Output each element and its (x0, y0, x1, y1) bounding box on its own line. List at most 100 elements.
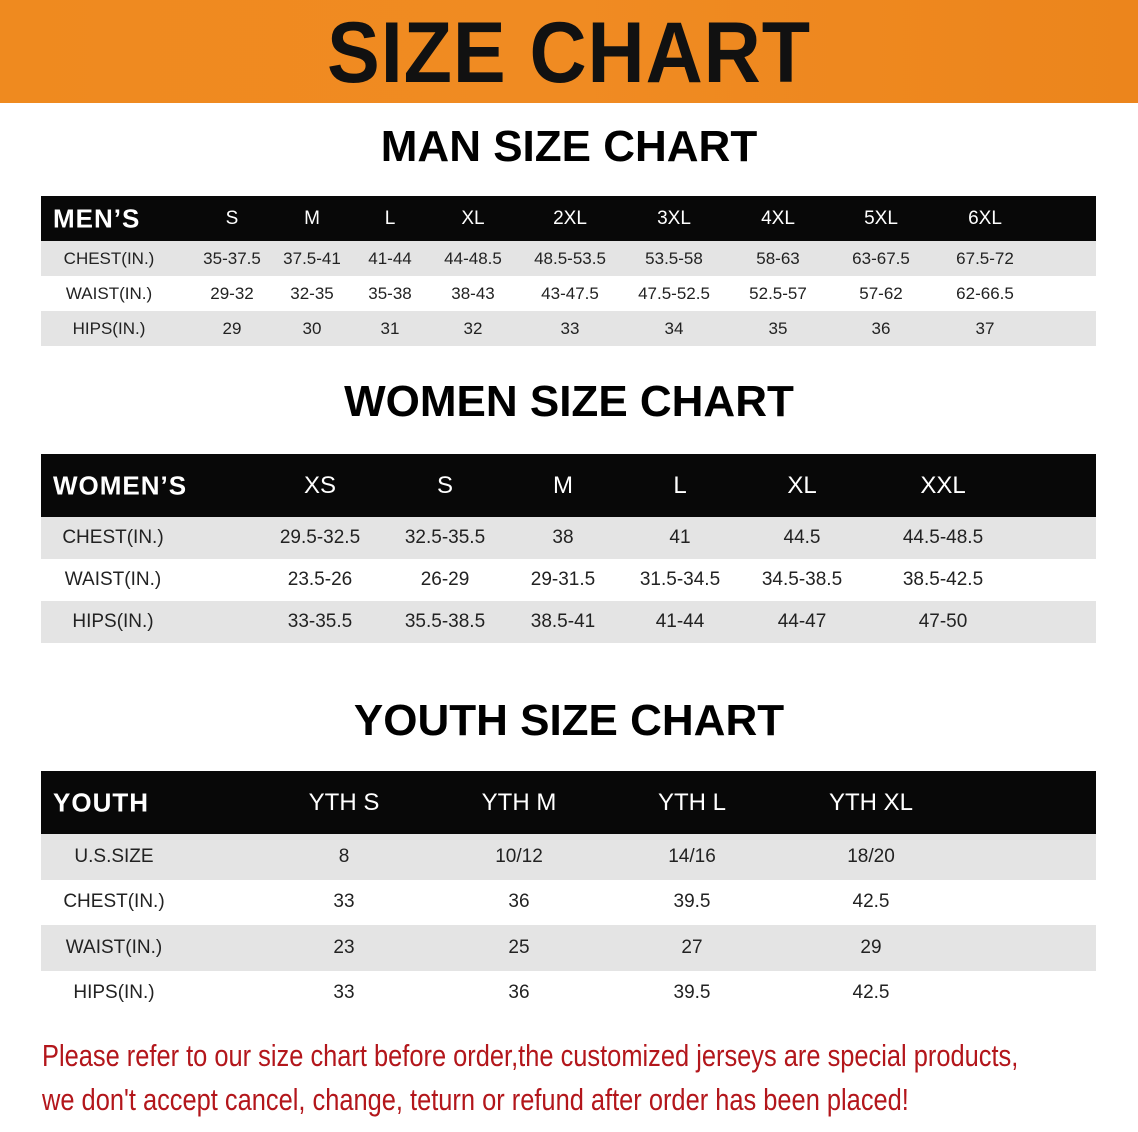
size-column-header: 4XL (761, 207, 795, 229)
table-row: U.S.SIZE 8 10/12 14/16 18/20 (41, 834, 1096, 880)
table-cell: 32.5-35.5 (404, 527, 486, 548)
table-cell: 47.5-52.5 (638, 283, 710, 303)
size-column-header: XL (461, 207, 485, 229)
table-cell: 41-44 (655, 611, 705, 632)
table-cell: 29 (222, 318, 242, 338)
table-cell: 57-62 (859, 283, 903, 303)
table-cell: 14/16 (668, 845, 716, 867)
table-cell: 39.5 (673, 891, 711, 913)
table-cell: 44.5 (783, 527, 821, 548)
table-cell: 63-67.5 (852, 248, 910, 268)
youth-heading: YOUTH SIZE CHART (353, 696, 785, 745)
size-column-header: XL (787, 471, 817, 499)
table-cell: 36 (508, 891, 530, 913)
table-cell: 44-47 (777, 611, 827, 632)
size-column-header: L (673, 471, 687, 499)
table-cell: 38-43 (451, 283, 495, 303)
table-cell: 38 (552, 527, 574, 548)
row-label: HIPS(IN.) (72, 318, 146, 338)
table-cell: 30 (302, 318, 322, 338)
table-cell: 41 (669, 527, 691, 548)
table-cell: 29 (860, 936, 882, 958)
table-row: HIPS(IN.) 33-35.5 35.5-38.5 38.5-41 41-44 44-… (41, 601, 1096, 643)
table-cell: 23.5-26 (287, 569, 353, 590)
table-cell: 38.5-42.5 (902, 569, 984, 590)
women-size-table: WOMEN’S XS S M L XL XXL CHEST(IN.) 29.5-32.5 32.5… (41, 454, 1096, 643)
table-row: WAIST(IN.) 23.5-26 26-29 29-31.5 31.5-34.5 34… (41, 559, 1096, 601)
table-cell: 44-48.5 (444, 248, 502, 268)
size-column-header: 6XL (968, 207, 1002, 229)
youth-size-table: YOUTH YTH S YTH M YTH L YTH XL U.S.SIZE 8 10/12… (41, 771, 1096, 1016)
size-column-header: XS (303, 471, 337, 499)
size-column-header: S (225, 207, 239, 229)
table-cell: 32 (463, 318, 483, 338)
table-cell: 36 (508, 982, 530, 1004)
table-cell: 31.5-34.5 (639, 569, 721, 590)
row-label: CHEST(IN.) (63, 891, 165, 913)
table-cell: 44.5-48.5 (902, 527, 984, 548)
table-cell: 32-35 (290, 283, 334, 303)
table-cell: 47-50 (918, 611, 968, 632)
table-cell: 27 (681, 936, 703, 958)
table-cell: 35.5-38.5 (404, 611, 486, 632)
table-cell: 67.5-72 (956, 248, 1014, 268)
table-cell: 53.5-58 (645, 248, 703, 268)
table-cell: 33 (333, 982, 355, 1004)
men-size-table: MEN’S S M L XL 2XL 3XL 4XL 5XL 6XL CHEST(IN.) 35-37… (41, 196, 1096, 346)
row-label: HIPS(IN.) (73, 982, 155, 1004)
table-cell: 41-44 (368, 248, 412, 268)
table-row: WAIST(IN.) 29-32 32-35 35-38 38-43 43-47.5 47.… (41, 276, 1096, 311)
men-heading: MAN SIZE CHART (380, 122, 758, 171)
size-column-header: 3XL (657, 207, 691, 229)
row-label: HIPS(IN.) (72, 611, 154, 632)
table-cell: 23 (333, 936, 355, 958)
table-cell: 25 (508, 936, 530, 958)
table-cell: 35-38 (368, 283, 412, 303)
row-label: U.S.SIZE (74, 845, 154, 867)
notice-line-1: Please refer to our size chart before or… (42, 1038, 1019, 1073)
size-column-header: XXL (920, 471, 966, 499)
table-cell: 8 (338, 845, 350, 867)
table-header-row: YOUTH YTH S YTH M YTH L YTH XL (41, 771, 1096, 834)
table-cell: 62-66.5 (956, 283, 1014, 303)
table-cell: 42.5 (852, 891, 890, 913)
table-cell: 35-37.5 (203, 248, 261, 268)
size-column-header: 5XL (864, 207, 898, 229)
table-cell: 33 (560, 318, 580, 338)
table-cell: 33-35.5 (287, 611, 353, 632)
title-banner: SIZE CHART (0, 0, 1138, 103)
size-column-header: YTH M (481, 788, 557, 816)
table-cell: 29-31.5 (530, 569, 596, 590)
table-header-row: MEN’S S M L XL 2XL 3XL 4XL 5XL 6XL (41, 196, 1096, 241)
table-cell: 29-32 (210, 283, 254, 303)
table-cell: 34.5-38.5 (761, 569, 843, 590)
table-cell: 34 (664, 318, 684, 338)
row-label: WAIST(IN.) (65, 936, 163, 958)
women-heading: WOMEN SIZE CHART (344, 377, 794, 426)
table-cell: 18/20 (847, 845, 895, 867)
notice-line-2: we don't accept cancel, change, teturn o… (42, 1082, 909, 1117)
header-label: WOMEN’S (53, 470, 188, 500)
table-cell: 10/12 (495, 845, 543, 867)
size-column-header: S (436, 471, 454, 499)
table-row: HIPS(IN.) 29 30 31 32 33 34 35 36 37 (41, 311, 1096, 346)
header-label: YOUTH (53, 787, 149, 817)
row-label: CHEST(IN.) (63, 248, 155, 268)
row-label: WAIST(IN.) (65, 283, 153, 303)
table-row: CHEST(IN.) 29.5-32.5 32.5-35.5 38 41 44.5 44.5… (41, 517, 1096, 559)
table-header-row: WOMEN’S XS S M L XL XXL (41, 454, 1096, 517)
table-cell: 26-29 (420, 569, 470, 590)
table-row: CHEST(IN.) 33 36 39.5 42.5 (41, 879, 1096, 925)
row-label: WAIST(IN.) (64, 569, 162, 590)
table-cell: 38.5-41 (530, 611, 596, 632)
size-column-header: YTH S (308, 788, 380, 816)
size-column-header: YTH L (657, 788, 727, 816)
size-column-header: M (553, 471, 573, 499)
table-cell: 29.5-32.5 (279, 527, 361, 548)
header-label: MEN’S (53, 203, 141, 233)
table-cell: 52.5-57 (749, 283, 807, 303)
page-title: SIZE CHART (327, 5, 811, 101)
table-cell: 35 (768, 318, 788, 338)
size-column-header: L (384, 207, 396, 229)
table-cell: 37.5-41 (283, 248, 341, 268)
